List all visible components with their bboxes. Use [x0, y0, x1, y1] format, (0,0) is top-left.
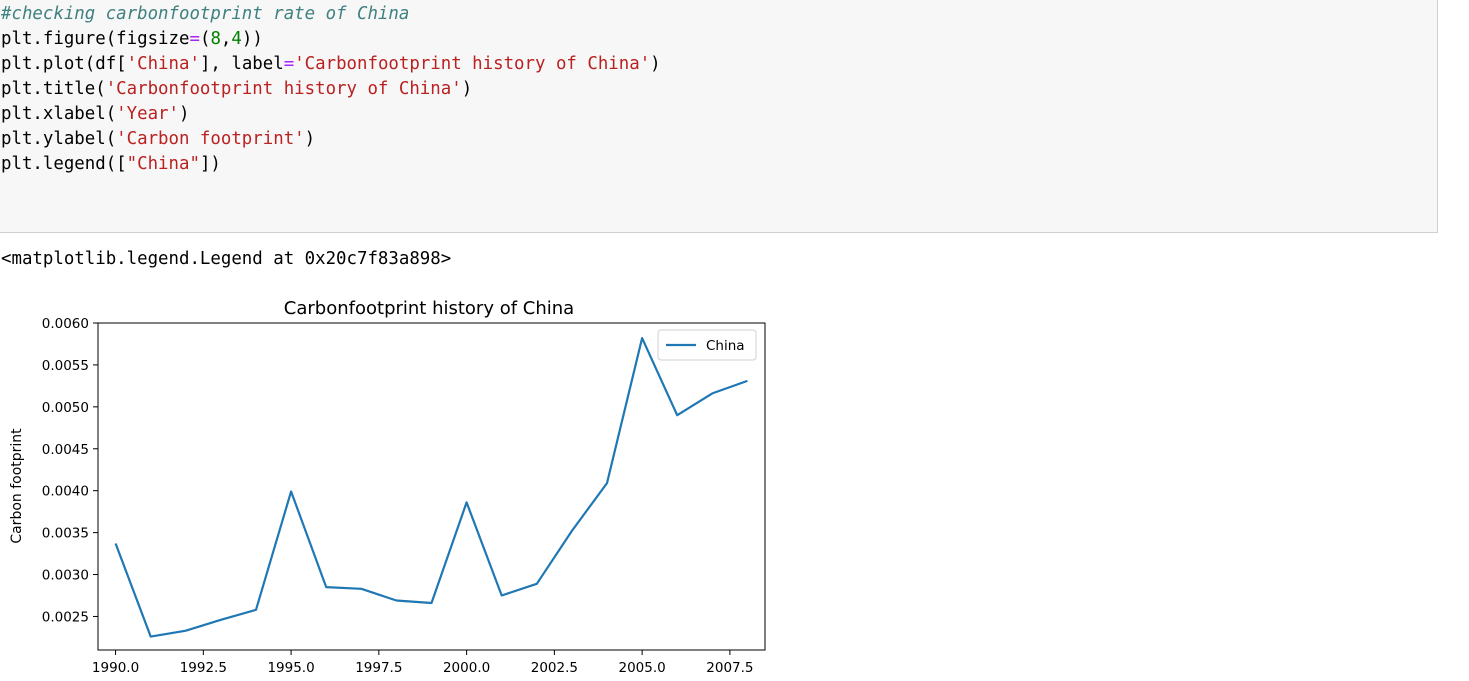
code-token: ): [461, 79, 473, 99]
x-tick-label: 1995.0: [267, 660, 314, 676]
code-token: 'Carbonfootprint history of China': [105, 79, 462, 99]
series-line-china: [114, 336, 748, 638]
code-token: 'Carbonfootprint history of China': [294, 54, 651, 74]
code-line: plt.plot(df['China'], label='Carbonfootp…: [1, 52, 661, 77]
x-tick-label: 2002.5: [531, 660, 578, 676]
x-tick-label: 2000.0: [443, 660, 490, 676]
code-line: plt.legend(["China"]): [1, 152, 661, 177]
code-line: #checking carbonfootprint rate of China: [1, 2, 661, 27]
x-tick-label: 1992.5: [180, 660, 227, 676]
code-token: "China": [126, 154, 200, 174]
code-token: 4: [231, 29, 242, 49]
x-tick-label: 2007.5: [706, 660, 753, 676]
code-token: =: [283, 54, 295, 74]
x-tick-label: 1990.0: [92, 660, 139, 676]
legend-box: [657, 329, 757, 361]
code-token: ,: [220, 29, 232, 49]
code-token: plt.title(: [1, 79, 106, 99]
code-line: plt.figure(figsize=(8,4)): [1, 27, 661, 52]
axes-frame: [97, 322, 766, 651]
code-token: ]): [199, 154, 221, 174]
code-token: plt.xlabel(: [1, 104, 117, 124]
code-line: plt.xlabel('Year'): [1, 102, 661, 127]
code-token: =: [189, 29, 200, 49]
code-token: plt.figure(figsize: [1, 29, 190, 49]
code-token: ], label: [199, 54, 284, 74]
legend-label: China: [706, 338, 745, 354]
x-tick-label: 1997.5: [355, 660, 402, 676]
code-token: 'Year': [116, 104, 179, 124]
chart-title: Carbonfootprint history of China: [284, 298, 574, 319]
plot-area: 1990.0 1992.5 1995.0 1997.5 2000.0 2002.5 2005…: [42, 316, 766, 676]
y-tick-label: 0.0040: [42, 484, 89, 500]
y-tick-label: 0.0035: [42, 526, 89, 542]
y-tick-label: 0.0060: [42, 316, 89, 332]
code-editor[interactable]: #checking carbonfootprint rate of China p…: [1, 2, 661, 177]
code-line: plt.title('Carbonfootprint history of Ch…: [1, 77, 661, 102]
code-token: ): [179, 104, 190, 124]
code-token: #checking carbonfootprint rate of China: [1, 4, 410, 24]
x-tick-label: 2005.0: [619, 660, 666, 676]
output-repr-text: <matplotlib.legend.Legend at 0x20c7f83a8…: [1, 249, 452, 269]
code-token: plt.plot(df[: [1, 54, 127, 74]
code-token: plt.ylabel(: [1, 129, 117, 149]
y-tick-label: 0.0030: [42, 568, 89, 584]
y-tick-label: 0.0055: [42, 358, 89, 374]
code-line: plt.ylabel('Carbon footprint'): [1, 127, 661, 152]
code-token: 'Carbon footprint': [116, 129, 305, 149]
code-token: ): [650, 54, 661, 74]
code-token: (: [199, 29, 211, 49]
code-token: plt.legend([: [1, 154, 127, 174]
code-cell[interactable]: #checking carbonfootprint rate of China p…: [0, 0, 1438, 233]
line-chart: Carbonfootprint history of China Carbon …: [9, 298, 766, 676]
code-token: )): [241, 29, 263, 49]
y-tick-label: 0.0025: [42, 609, 89, 625]
y-tick-label: 0.0050: [42, 400, 89, 416]
y-tick-label: 0.0045: [42, 442, 89, 458]
code-token: 'China': [126, 54, 200, 74]
code-token: ): [304, 129, 316, 149]
y-axis-label: Carbon footprint: [9, 428, 25, 544]
code-token: 8: [210, 29, 221, 49]
